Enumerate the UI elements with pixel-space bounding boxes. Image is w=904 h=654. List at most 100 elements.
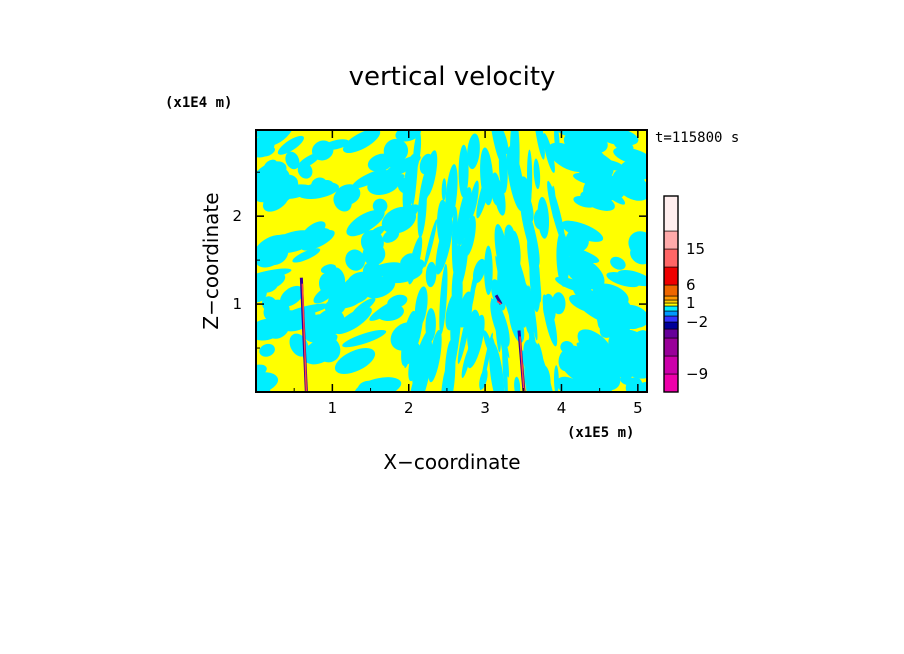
downdraft-region bbox=[483, 330, 494, 356]
downdraft-region bbox=[526, 285, 533, 347]
downdraft-region bbox=[419, 153, 434, 175]
downdraft-region bbox=[505, 263, 527, 328]
x-axis-title: X−coordinate bbox=[383, 450, 520, 474]
downdraft-region bbox=[441, 178, 447, 201]
colorbar-tick-label: 6 bbox=[686, 276, 696, 294]
colorbar-segment bbox=[663, 284, 679, 297]
downdraft-region bbox=[256, 234, 287, 252]
downdraft-region bbox=[367, 153, 394, 172]
downdraft-region bbox=[480, 147, 494, 206]
downdraft-region bbox=[505, 241, 529, 306]
colorbar-segment bbox=[663, 295, 679, 301]
downdraft-region bbox=[610, 256, 626, 270]
downdraft-region bbox=[533, 158, 541, 190]
downdraft-region bbox=[498, 241, 511, 283]
downdraft-region bbox=[494, 183, 504, 216]
downdraft-region bbox=[318, 180, 335, 195]
updraft-core-highlight-0 bbox=[301, 283, 308, 392]
downdraft-region bbox=[445, 164, 458, 225]
downdraft-region bbox=[387, 294, 408, 309]
x-axis: 1 2 3 4 5 bbox=[293, 130, 643, 417]
updraft-core-highlight-2 bbox=[496, 300, 502, 305]
downdraft-region bbox=[458, 291, 473, 328]
downdraft-region bbox=[468, 180, 479, 220]
downdraft-region bbox=[458, 144, 469, 198]
downdraft-region bbox=[435, 216, 453, 275]
y-axis: 12 bbox=[232, 171, 647, 349]
downdraft-region bbox=[613, 354, 647, 379]
downdraft-region bbox=[351, 297, 376, 317]
y-axis-title: Z−coordinate bbox=[199, 192, 223, 329]
downdraft-region bbox=[614, 337, 647, 363]
downdraft-region bbox=[573, 195, 596, 208]
downdraft-region bbox=[484, 245, 493, 295]
downdraft-region bbox=[293, 237, 309, 246]
colorbar-segment bbox=[663, 337, 679, 357]
x-tick-label: 5 bbox=[633, 399, 643, 417]
downdraft-region bbox=[534, 341, 556, 392]
downdraft-region bbox=[256, 372, 279, 392]
downdraft-region bbox=[357, 380, 377, 392]
downdraft-region bbox=[542, 294, 558, 347]
downdraft-region bbox=[320, 264, 337, 274]
colorbar-segment bbox=[663, 302, 679, 307]
downdraft-region bbox=[419, 339, 433, 392]
downdraft-region bbox=[565, 229, 589, 252]
downdraft-region bbox=[425, 308, 436, 342]
colorbar-segment bbox=[663, 310, 679, 317]
downdraft-region bbox=[466, 314, 485, 369]
downdraft-region bbox=[461, 346, 472, 379]
downdraft-region bbox=[556, 376, 587, 392]
colorbar-segment bbox=[663, 299, 679, 304]
colorbar-tick-label: −9 bbox=[686, 365, 708, 383]
downdraft-region bbox=[382, 264, 423, 284]
colorbar-segment bbox=[663, 248, 679, 268]
downdraft-region bbox=[314, 334, 338, 354]
downdraft-region bbox=[400, 253, 415, 266]
downdraft-region bbox=[495, 255, 513, 322]
downdraft-region bbox=[489, 341, 505, 392]
downdraft-region bbox=[323, 139, 350, 150]
colorbar-segment bbox=[663, 355, 679, 375]
updraft-cores bbox=[299, 277, 526, 392]
downdraft-region bbox=[425, 261, 437, 288]
downdraft-region bbox=[630, 245, 647, 265]
downdraft-region bbox=[417, 181, 427, 238]
downdraft-region bbox=[455, 238, 468, 292]
downdraft-region bbox=[564, 255, 605, 290]
colorbar-segment bbox=[663, 266, 679, 286]
downdraft-region bbox=[496, 130, 509, 155]
downdraft-region bbox=[613, 147, 647, 166]
downdraft-region bbox=[524, 359, 540, 392]
x-tick-label: 3 bbox=[480, 399, 490, 417]
downdraft-region bbox=[384, 210, 405, 231]
colorbar-segment bbox=[663, 195, 679, 232]
y-tick-label: 2 bbox=[232, 207, 242, 225]
downdraft-region bbox=[359, 209, 385, 231]
downdraft-region bbox=[372, 198, 388, 214]
colorbar-segment bbox=[663, 305, 679, 312]
downdraft-region bbox=[583, 175, 605, 199]
downdraft-region bbox=[382, 229, 400, 243]
downdraft-region bbox=[424, 219, 438, 268]
downdraft-region bbox=[256, 268, 292, 281]
downdraft-region bbox=[601, 159, 625, 171]
updraft-core-highlight-1 bbox=[519, 336, 525, 392]
colorbar-frame bbox=[663, 195, 679, 393]
plot-area bbox=[255, 129, 648, 393]
colorbar-tick-label: 1 bbox=[686, 294, 696, 312]
downdraft-region bbox=[612, 168, 647, 201]
downdraft-region bbox=[547, 180, 566, 246]
downdraft-region bbox=[404, 327, 415, 369]
downdraft-region bbox=[529, 245, 541, 313]
downdraft-region bbox=[494, 286, 502, 353]
downdraft-region bbox=[346, 271, 373, 294]
chart-title: vertical velocity bbox=[349, 62, 556, 92]
colorbar: −9 −216 15 bbox=[663, 195, 708, 393]
downdraft-region bbox=[533, 208, 547, 230]
time-label: t=115800 s bbox=[655, 130, 739, 146]
x-unit-label: (x1E5 m) bbox=[567, 425, 634, 441]
x-tick-label: 4 bbox=[557, 399, 567, 417]
colorbar-segment bbox=[663, 230, 679, 250]
